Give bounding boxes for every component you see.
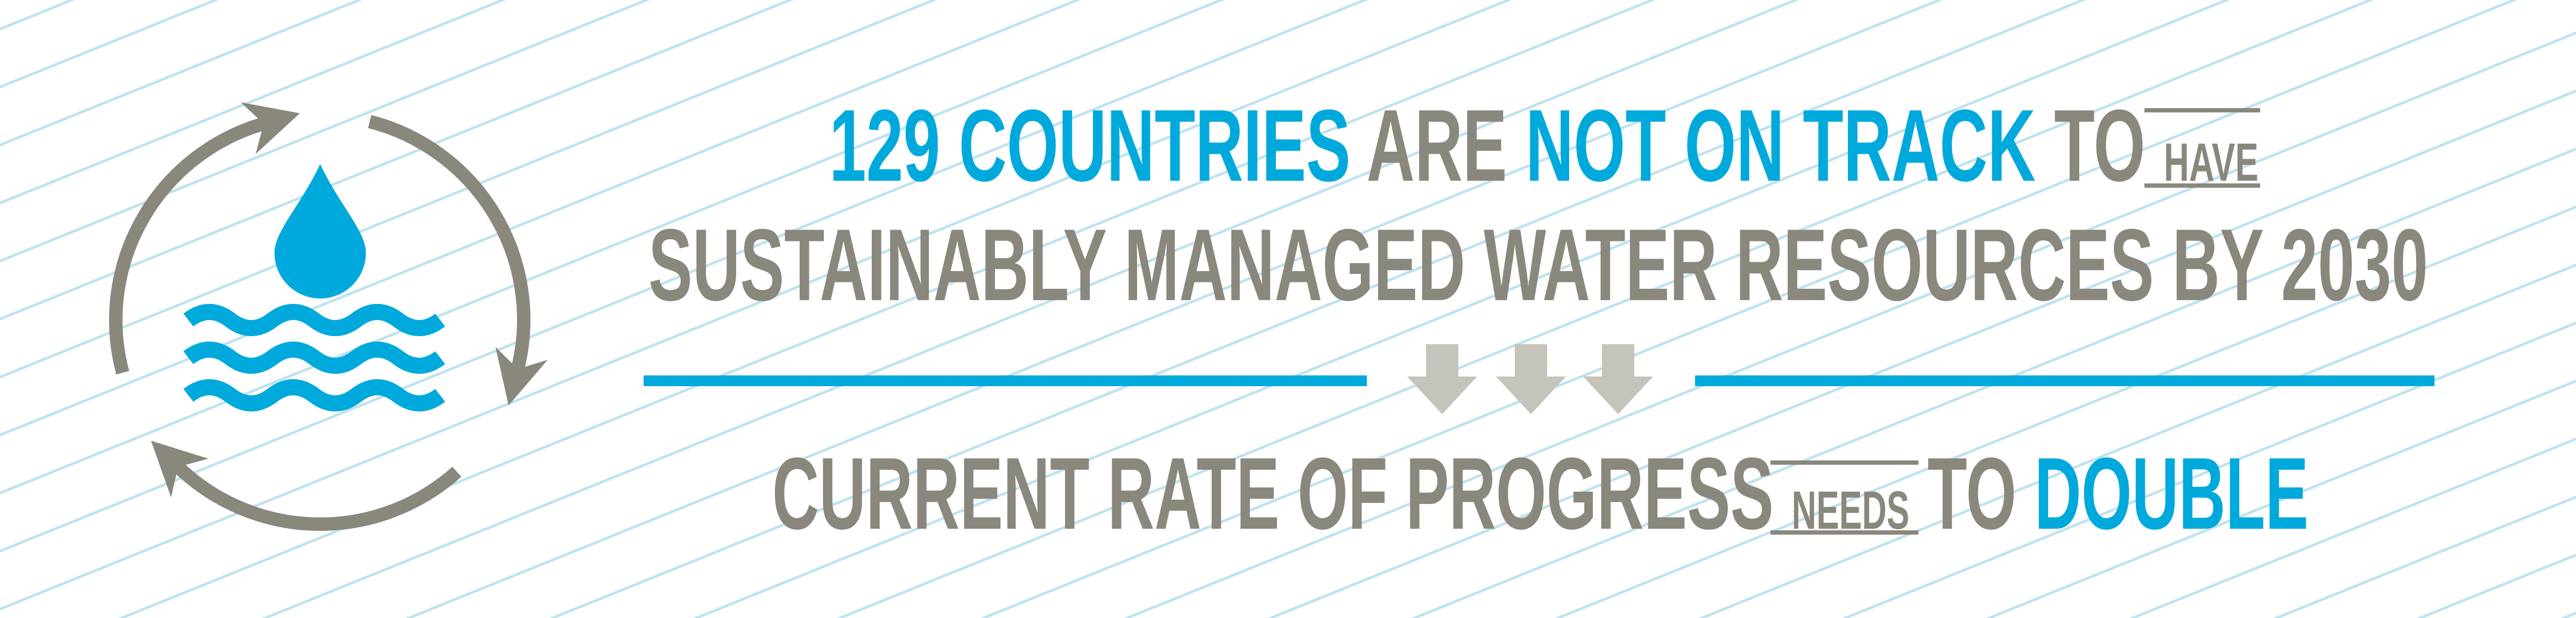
down-arrow <box>1583 344 1653 414</box>
text: NOT ON TRACK <box>1526 89 2036 203</box>
wave <box>183 304 446 336</box>
water-cycle-icon <box>109 102 548 531</box>
water-drop <box>274 164 366 299</box>
text: DOUBLE <box>2035 437 2309 551</box>
cycle-arrow <box>109 102 300 375</box>
headline-line2: SUSTAINABLY MANAGED WATER RESOURCES BY 2… <box>648 208 2428 322</box>
cycle-arrow <box>151 441 462 531</box>
down-arrows <box>1407 344 1653 414</box>
down-arrow <box>1496 344 1566 414</box>
divider <box>1695 375 2434 386</box>
text: TO <box>2054 89 2145 203</box>
headline-line1: 129 COUNTRIES ARE NOT ON TRACK TO HAVE <box>829 89 2259 203</box>
text: ARE <box>1367 89 1507 203</box>
text: CURRENT RATE OF PROGRESS <box>772 437 1774 551</box>
wave <box>183 379 446 411</box>
down-arrow <box>1407 344 1477 414</box>
text: 129 COUNTRIES <box>829 89 1351 203</box>
headline-line3: CURRENT RATE OF PROGRESS NEEDS TO DOUBLE <box>772 437 2309 551</box>
text: TO <box>1928 437 2016 551</box>
cycle-arrow <box>368 115 548 406</box>
small-text: HAVE <box>2164 132 2259 193</box>
wave <box>183 342 446 374</box>
divider <box>644 375 1367 386</box>
